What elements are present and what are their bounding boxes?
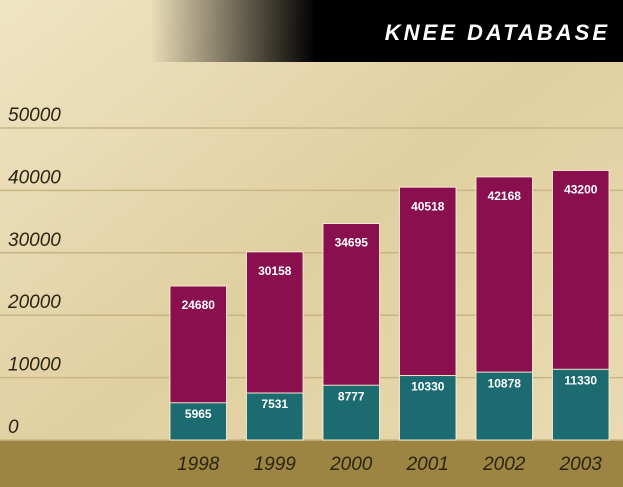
x-tick-label: 2000 <box>329 454 373 475</box>
value-label: 8777 <box>338 389 365 403</box>
value-label: 43200 <box>564 183 598 197</box>
y-tick-label: 50000 <box>8 105 61 126</box>
value-label: 34695 <box>335 236 369 250</box>
y-tick-label: 40000 <box>8 167 61 188</box>
x-tick-label: 2001 <box>406 454 449 475</box>
x-tick-label: 2002 <box>482 454 526 475</box>
value-label: 5965 <box>185 407 212 421</box>
x-tick-label: 2003 <box>559 454 603 475</box>
value-label: 42168 <box>488 189 522 203</box>
chart-title: KNEE DATABASE <box>385 20 610 45</box>
value-label: 7531 <box>261 397 288 411</box>
axis-band <box>0 440 623 487</box>
y-tick-label: 20000 <box>7 292 61 313</box>
value-label: 30158 <box>258 264 292 278</box>
y-tick-label: 30000 <box>8 230 61 251</box>
y-tick-label: 10000 <box>8 355 61 376</box>
value-label: 10330 <box>411 380 445 394</box>
chart: KNEE DATABASE 0 10000 20000 30000 40000 50000… <box>0 0 623 487</box>
x-tick-label: 1999 <box>254 454 297 475</box>
value-label: 40518 <box>411 199 445 213</box>
value-label: 24680 <box>182 298 216 312</box>
x-tick-label: 1998 <box>177 454 220 475</box>
value-label: 10878 <box>488 376 522 390</box>
value-label: 11330 <box>564 373 597 387</box>
y-tick-label: 0 <box>8 417 19 438</box>
